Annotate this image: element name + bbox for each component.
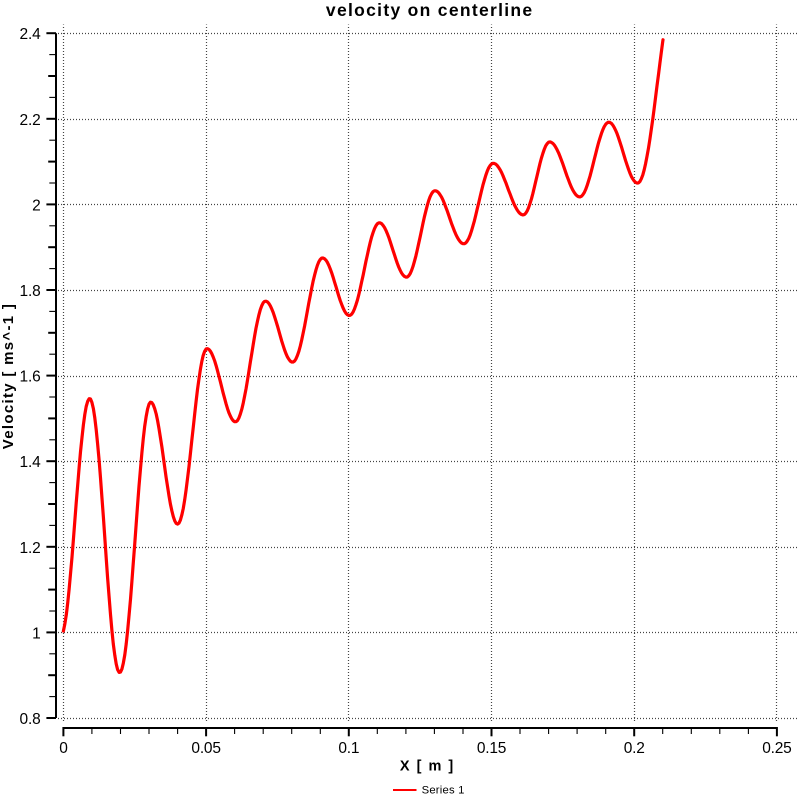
- svg-text:2.2: 2.2: [20, 112, 41, 129]
- svg-text:1.2: 1.2: [20, 540, 41, 557]
- svg-text:0.25: 0.25: [762, 740, 791, 757]
- svg-text:0.15: 0.15: [477, 740, 506, 757]
- svg-text:0.1: 0.1: [338, 740, 359, 757]
- svg-text:1: 1: [32, 625, 40, 642]
- svg-text:1.8: 1.8: [20, 283, 41, 300]
- svg-text:0: 0: [59, 740, 68, 757]
- svg-text:0.2: 0.2: [624, 740, 645, 757]
- svg-text:Velocity [ ms^-1 ]: Velocity [ ms^-1 ]: [0, 303, 17, 449]
- svg-text:0.8: 0.8: [20, 711, 41, 728]
- svg-text:0.05: 0.05: [191, 740, 220, 757]
- svg-text:1.4: 1.4: [20, 454, 42, 471]
- svg-text:Series 1: Series 1: [422, 785, 465, 797]
- svg-text:2.4: 2.4: [20, 26, 42, 43]
- svg-text:2: 2: [32, 197, 40, 214]
- svg-text:X [ m ]: X [ m ]: [400, 758, 455, 774]
- svg-text:velocity on centerline: velocity on centerline: [326, 0, 534, 20]
- svg-text:1.6: 1.6: [20, 369, 41, 386]
